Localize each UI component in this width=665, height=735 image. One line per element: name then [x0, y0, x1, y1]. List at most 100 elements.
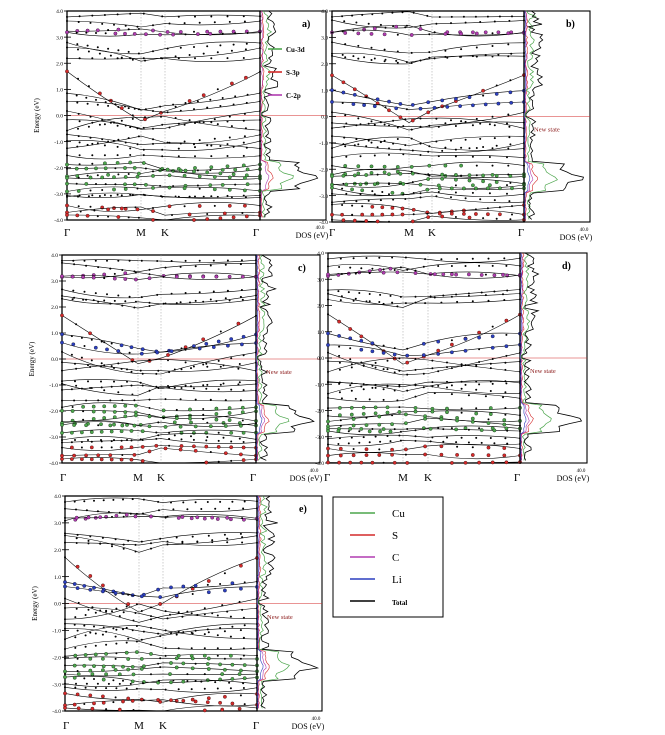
band-projection-dot: [413, 271, 418, 275]
band-projection-dot: [184, 292, 187, 294]
band-line: [66, 135, 261, 149]
band-projection-dot: [131, 393, 134, 396]
band-projection-dot: [241, 163, 246, 168]
band-projection-dot: [72, 259, 75, 262]
band-projection-dot: [343, 164, 348, 168]
band-projection-dot: [70, 274, 75, 279]
band-projection-dot: [399, 148, 402, 151]
y-axis-label: Energy (eV): [33, 98, 41, 133]
band-projection-dot: [463, 348, 468, 353]
band-projection-dot: [93, 625, 95, 628]
band-projection-dot: [361, 13, 364, 16]
band-projection-dot: [419, 117, 422, 120]
band-projection-dot: [491, 358, 494, 360]
band-projection-dot: [89, 445, 94, 450]
band-projection-dot: [228, 136, 231, 139]
band-projection-dot: [353, 144, 356, 147]
band-projection-dot: [182, 173, 187, 178]
band-projection-dot: [396, 33, 399, 36]
band-projection-dot: [387, 99, 391, 104]
band-projection-dot: [404, 302, 407, 305]
band-projection-dot: [134, 550, 137, 553]
band-projection-dot: [142, 498, 145, 501]
band-projection-dot: [445, 410, 449, 415]
y-tick-label: 4.0: [321, 9, 328, 15]
band-projection-dot: [117, 106, 120, 108]
band-projection-dot: [356, 164, 361, 169]
band-projection-dot: [357, 44, 360, 47]
band-projection-dot: [437, 191, 440, 193]
band-projection-dot: [140, 445, 145, 449]
band-projection-dot: [460, 436, 463, 439]
band-projection-dot: [64, 627, 66, 630]
k-path-label-2: M: [133, 472, 143, 484]
band-projection-dot: [226, 120, 229, 123]
band-projection-dot: [338, 406, 342, 410]
band-projection-dot: [240, 274, 245, 279]
new-state-label: New state: [530, 368, 556, 375]
band-projection-dot: [504, 437, 507, 440]
band-projection-dot: [349, 405, 354, 410]
band-projection-dot: [436, 348, 441, 353]
band-projection-dot: [120, 194, 123, 197]
band-projection-dot: [370, 59, 373, 61]
band-projection-dot: [210, 155, 213, 158]
band-projection-dot: [509, 218, 512, 221]
band-projection-dot: [344, 145, 347, 148]
band-projection-dot: [101, 536, 104, 539]
band-projection-dot: [371, 428, 374, 430]
band-projection-dot: [157, 500, 160, 503]
band-projection-dot: [100, 386, 103, 389]
k-path-label-1: Γ: [63, 720, 69, 732]
band-projection-dot: [343, 20, 346, 23]
band-projection-dot: [140, 540, 143, 543]
band-projection-dot: [167, 385, 169, 387]
band-projection-dot: [192, 344, 196, 348]
band-projection-dot: [120, 119, 123, 122]
band-projection-dot: [506, 122, 508, 125]
band-projection-dot: [474, 186, 478, 191]
band-projection-dot: [182, 501, 185, 504]
y-tick-label: -2.0: [54, 166, 63, 172]
band-projection-dot: [134, 271, 137, 274]
band-projection-dot: [436, 339, 441, 344]
band-projection-dot: [374, 386, 377, 389]
band-projection-dot: [393, 371, 396, 374]
band-projection-dot: [214, 681, 217, 684]
band-projection-dot: [490, 345, 495, 350]
band-projection-dot: [393, 428, 396, 431]
band-projection-dot: [486, 445, 491, 450]
band-line: [64, 497, 258, 504]
band-projection-dot: [114, 183, 117, 186]
band-projection-dot: [205, 387, 208, 390]
band-projection-dot: [344, 182, 349, 187]
band-projection-dot: [124, 300, 127, 303]
panel-label: c): [298, 263, 306, 274]
band-projection-dot: [64, 501, 66, 503]
band-projection-dot: [181, 661, 186, 666]
band-projection-dot: [200, 680, 203, 683]
band-projection-dot: [216, 647, 219, 650]
band-projection-dot: [159, 105, 162, 108]
k-path-label-2: M: [404, 227, 414, 239]
band-projection-dot: [462, 15, 465, 18]
band-projection-dot: [427, 163, 432, 168]
band-projection-dot: [123, 206, 128, 211]
band-projection-dot: [228, 20, 231, 23]
band-projection-dot: [164, 266, 167, 269]
band-projection-dot: [341, 90, 346, 95]
band-projection-dot: [220, 183, 225, 187]
band-projection-dot: [111, 664, 116, 669]
band-projection-dot: [374, 435, 377, 438]
band-projection-dot: [63, 669, 67, 674]
band-projection-dot: [164, 654, 167, 657]
band-projection-dot: [168, 437, 171, 440]
band-projection-dot: [487, 299, 490, 302]
band-projection-dot: [107, 215, 110, 218]
band-projection-dot: [405, 360, 410, 365]
band-projection-dot: [194, 679, 197, 682]
band-projection-dot: [478, 348, 481, 351]
y-tick-label: -4.0: [319, 220, 328, 226]
band-projection-dot: [72, 582, 77, 586]
